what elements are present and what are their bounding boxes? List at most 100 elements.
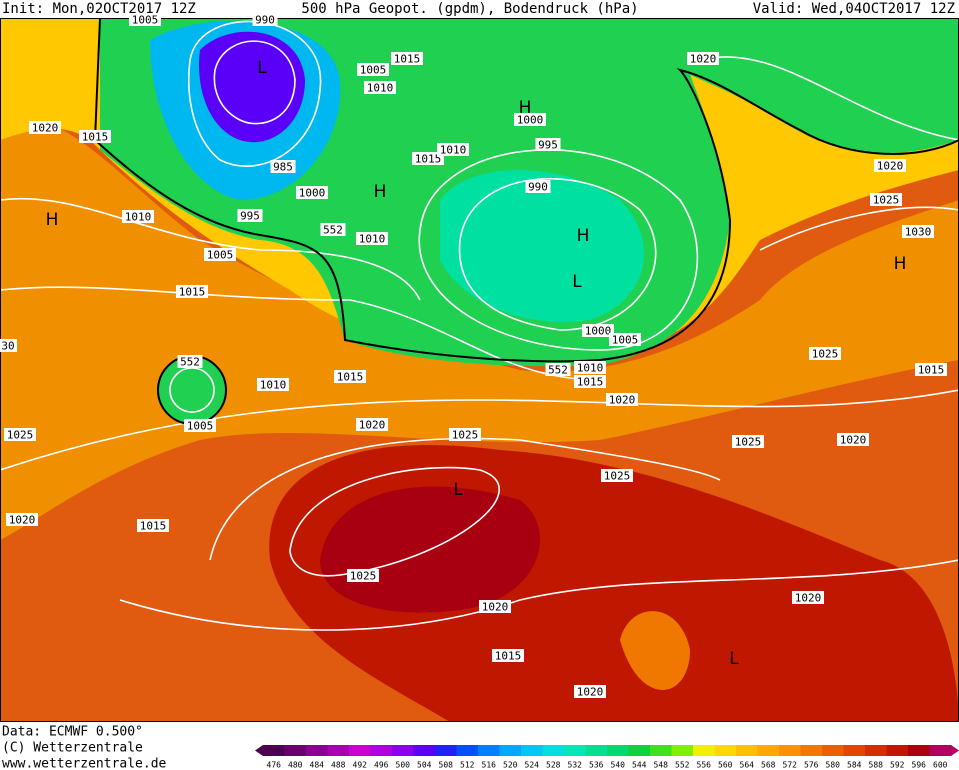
map-title: 500 hPa Geopot. (gpdm), Bodendruck (hPa) [301,1,638,17]
colorbar-swatch [478,745,500,756]
colorbar-label: 588 [869,761,884,770]
isobar-label: 1015 [337,371,364,384]
colorbar-swatch [392,745,414,756]
isobar-label: 1020 [359,419,386,432]
isobar-label: 1020 [577,686,604,699]
isobar-label-box [364,81,396,94]
colorbar-swatch [370,745,393,756]
website: www.wetterzentrale.de [2,757,167,770]
isobar-label: 1020 [32,122,59,135]
isobar-label-box [270,160,296,173]
map [0,18,959,722]
colorbar-label: 480 [288,761,303,770]
isobar-label: 1020 [840,434,867,447]
isobar-label-box [177,355,203,368]
isobar-label: 1020 [482,601,509,614]
colorbar-label: 484 [310,761,325,770]
isobar-label-box [252,13,278,26]
isobar-label-box [347,569,379,582]
copyright: (C) Wetterzentrale [2,741,143,756]
pressure-center: H [519,98,532,118]
isobar-label: 1005 [187,420,214,433]
pressure-center: H [374,182,387,202]
isobar-label-box [237,209,263,222]
isobar-label-box [915,363,947,376]
isobar-label: 995 [240,210,260,223]
colorbar-swatch [779,745,801,756]
colorbar-label: 512 [460,761,475,770]
isobar [0,389,959,471]
isobar-label-box [412,152,444,165]
colorbar-swatch [757,745,780,756]
colorbar-swatch [693,745,715,756]
isobar-label-box [535,138,561,151]
isobar-label: 1025 [7,429,34,442]
isobar-label: 1000 [517,114,544,127]
pressure-center: L [257,58,267,78]
isobar-label: 1020 [690,53,717,66]
cyan-core [440,170,644,322]
isobar-label-box [257,378,289,391]
isobar-label: 1015 [577,376,604,389]
colorbar-swatch [628,745,651,756]
isobar [209,437,721,561]
isobar-label-box [514,113,546,126]
labels: 1005 990 1005 1015 1010 1020 1020 1015 1000 995 10… [0,13,947,699]
colorbar-swatch [822,745,844,756]
colorbar-label: 524 [525,761,540,770]
isobar-label: 990 [255,14,275,27]
colorbar-swatch [564,745,586,756]
isobar-label: 1015 [495,650,522,663]
isobar [699,56,959,141]
isobar-label: 1015 [140,520,167,533]
data-source: Data: ECMWF 0.500° [2,725,143,740]
colorbar-swatch [456,745,479,756]
colorbar-label: 496 [374,761,389,770]
colorbar-swatch [349,745,371,756]
isobar-label-box [0,339,17,352]
isobar-label-box [792,591,824,604]
colorbar-swatch [865,745,887,756]
isobar-label-box [176,285,208,298]
orange-band [0,116,959,541]
colorbar-label: 540 [611,761,626,770]
colorbar-label: 584 [847,761,862,770]
colorbar-label: 504 [417,761,432,770]
colorbar-label: 568 [761,761,776,770]
colorbar-swatch [585,745,608,756]
colorbar-label: 592 [890,761,905,770]
isobar [759,206,959,251]
colorbar-label: 544 [632,761,647,770]
colorbar-swatch [714,745,737,756]
colorbar-label: 600 [933,761,948,770]
isobar-label: 1030 [905,226,932,239]
isobar-label: 1010 [440,144,467,157]
isobar-label-box [391,52,423,65]
isobar-label-box [79,130,111,143]
colorbar-label: 508 [439,761,454,770]
isobar-label: 1000 [585,325,612,338]
isobar-label-box [320,223,346,236]
green-east [670,18,959,154]
isobar-label: 1005 [360,64,387,77]
isobar-label: 30 [1,340,14,353]
isobar-label: 1025 [350,570,377,583]
colorbar: 476 480 484 488 492 496 500 504 508 512 516 520 524 5… [255,745,959,770]
isobar-label: 552 [180,356,200,369]
isobar-label-box [4,428,36,441]
pressure-center: L [572,272,582,292]
colorbar-label: 536 [589,761,604,770]
isobar-label: 1025 [812,348,839,361]
isobar [458,177,657,331]
isobar [289,466,500,577]
colorbar-arrow-left [255,745,263,756]
isobar [0,197,421,301]
colorbar-label: 564 [740,761,755,770]
isobar-label: 1020 [877,160,904,173]
isobar-label-box [609,333,641,346]
colorbar-swatch [929,745,952,756]
isobar-label-box [29,121,61,134]
isobar-label: 1010 [125,211,152,224]
isobar-label-box [334,370,366,383]
isobar-label: 1025 [604,470,631,483]
